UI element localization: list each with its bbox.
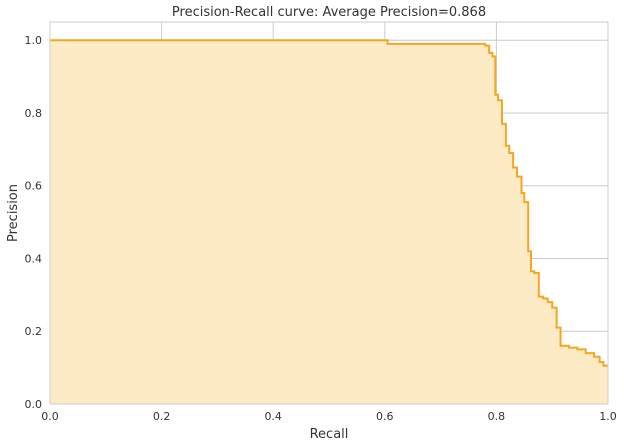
x-tick-label: 1.0 — [599, 410, 617, 423]
y-tick-label: 1.0 — [25, 34, 43, 47]
x-tick-label: 0.8 — [488, 410, 506, 423]
y-tick-label: 0.6 — [25, 180, 43, 193]
y-axis-label: Precision — [6, 184, 21, 242]
x-axis-ticks: 0.0 0.2 0.4 0.6 0.8 1.0 — [41, 410, 617, 423]
area-under-curve — [50, 40, 608, 404]
x-tick-label: 0.4 — [264, 410, 282, 423]
plot-frame — [49, 21, 609, 405]
precision-recall-step-line — [50, 39, 608, 367]
y-tick-label: 0.0 — [25, 398, 43, 411]
y-axis-ticks: 0.0 0.2 0.4 0.6 0.8 1.0 — [25, 34, 43, 411]
y-tick-label: 0.4 — [25, 252, 43, 265]
x-tick-label: 0.0 — [41, 410, 59, 423]
x-axis-label: Recall — [310, 427, 349, 442]
x-tick-label: 0.6 — [376, 410, 394, 423]
y-tick-label: 0.2 — [25, 325, 43, 338]
chart-title: Precision-Recall curve: Average Precisio… — [172, 5, 486, 20]
y-tick-label: 0.8 — [25, 107, 43, 120]
x-tick-label: 0.2 — [153, 410, 171, 423]
